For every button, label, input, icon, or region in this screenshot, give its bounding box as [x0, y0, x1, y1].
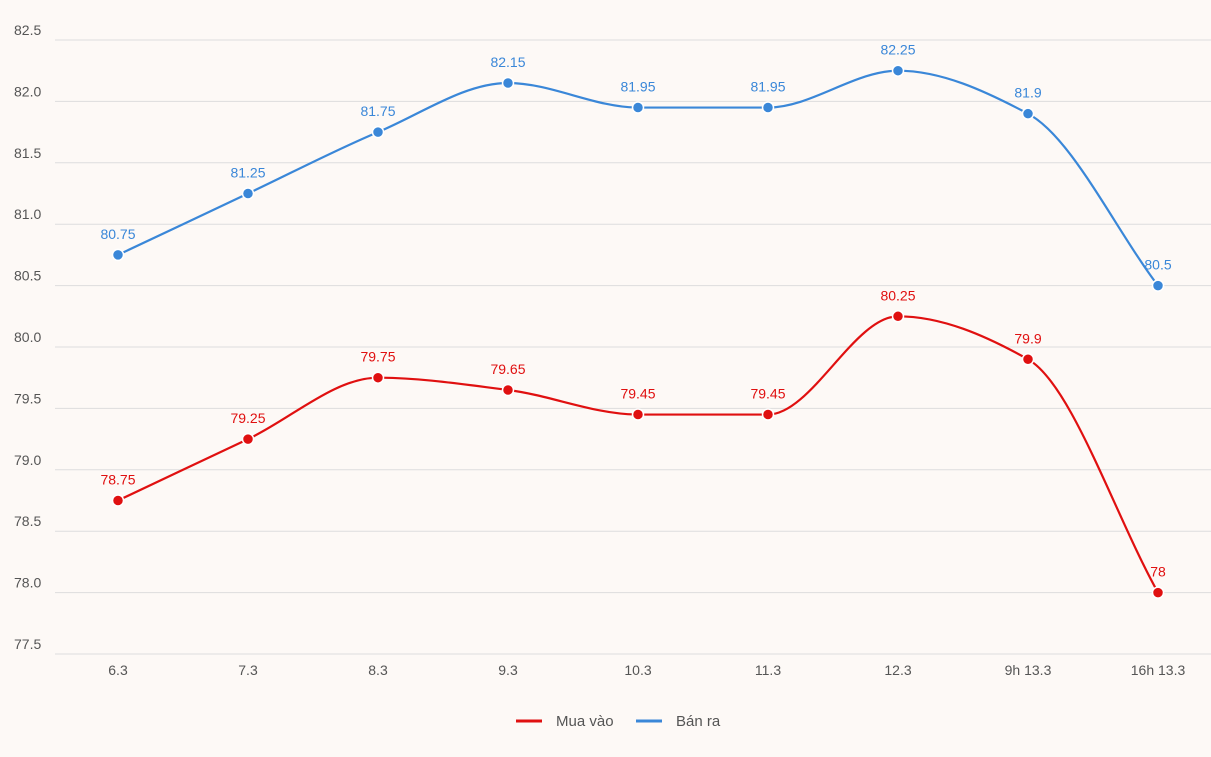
x-tick-label: 9h 13.3 [1005, 662, 1052, 678]
data-label: 79.75 [360, 349, 395, 365]
x-axis: 6.3 7.3 8.3 9.3 10.3 11.3 12.3 9h 13.3 16h 13.3 [108, 662, 1185, 678]
series-line [117, 315, 1159, 594]
data-point[interactable] [761, 408, 775, 421]
data-label: 79.9 [1014, 330, 1041, 346]
y-tick-label: 81.5 [14, 145, 41, 161]
data-label: 81.75 [360, 103, 395, 119]
data-point[interactable] [501, 76, 515, 90]
y-axis: 82.5 82.0 81.5 81.0 80.5 80.0 79.5 79.0 78.5 78.0… [14, 22, 41, 652]
data-label: 81.25 [230, 165, 265, 181]
x-tick-label: 12.3 [884, 662, 911, 678]
data-label: 82.15 [490, 54, 525, 70]
data-point[interactable] [761, 101, 775, 114]
data-point[interactable] [631, 101, 645, 114]
data-point[interactable] [1021, 353, 1035, 366]
data-label: 79.65 [490, 361, 525, 377]
y-tick-label: 77.5 [14, 636, 41, 652]
y-tick-label: 81.0 [14, 206, 41, 222]
x-tick-label: 7.3 [238, 662, 258, 678]
data-point[interactable] [1151, 586, 1165, 599]
y-tick-label: 80.5 [14, 268, 41, 284]
y-tick-label: 79.0 [14, 452, 41, 468]
data-point[interactable] [371, 125, 385, 139]
data-label: 82.25 [880, 42, 915, 58]
y-tick-label: 78.5 [14, 513, 41, 529]
data-point[interactable] [1021, 107, 1035, 120]
data-point[interactable] [241, 432, 255, 446]
data-label: 79.45 [750, 386, 785, 402]
grid-lines [55, 39, 1211, 655]
data-label: 79.45 [620, 386, 655, 402]
x-tick-label: 6.3 [108, 662, 128, 678]
series-group: 78.75 79.25 79.75 79.65 79.45 79.45 80.25 79.9 7… [100, 42, 1172, 599]
data-point[interactable] [631, 408, 645, 421]
data-label: 78.75 [100, 472, 135, 488]
legend-label[interactable]: Mua vào [556, 713, 614, 730]
data-label: 81.95 [620, 79, 655, 95]
x-tick-label: 10.3 [624, 662, 651, 678]
data-point[interactable] [241, 187, 255, 200]
x-tick-label: 16h 13.3 [1131, 662, 1186, 678]
data-label: 80.25 [880, 287, 915, 303]
y-tick-label: 78.0 [14, 575, 41, 591]
legend: Mua vào Bán ra [516, 713, 721, 730]
x-tick-label: 9.3 [498, 662, 518, 678]
data-label: 81.9 [1014, 85, 1041, 101]
data-label: 80.75 [100, 226, 135, 242]
data-label: 78 [1150, 564, 1166, 580]
data-point[interactable] [371, 371, 385, 384]
data-point[interactable] [891, 310, 905, 323]
data-label: 81.95 [750, 79, 785, 95]
data-point[interactable] [1151, 279, 1165, 292]
x-tick-label: 11.3 [755, 662, 781, 678]
data-point[interactable] [111, 248, 125, 262]
series-1: 80.75 81.25 81.75 82.15 81.95 81.95 82.25 81.9 8… [100, 42, 1172, 292]
data-point[interactable] [111, 494, 125, 507]
data-point[interactable] [891, 64, 905, 77]
data-label: 79.25 [230, 410, 265, 426]
y-tick-label: 80.0 [14, 329, 41, 345]
y-tick-label: 79.5 [14, 390, 41, 406]
series-0: 78.75 79.25 79.75 79.65 79.45 79.45 80.25 79.9 7… [100, 287, 1166, 599]
legend-label[interactable]: Bán ra [676, 713, 721, 730]
data-label: 80.5 [1144, 257, 1171, 273]
data-point[interactable] [501, 383, 515, 397]
x-tick-label: 8.3 [368, 662, 388, 678]
y-tick-label: 82.0 [14, 83, 41, 99]
y-tick-label: 82.5 [14, 22, 41, 38]
